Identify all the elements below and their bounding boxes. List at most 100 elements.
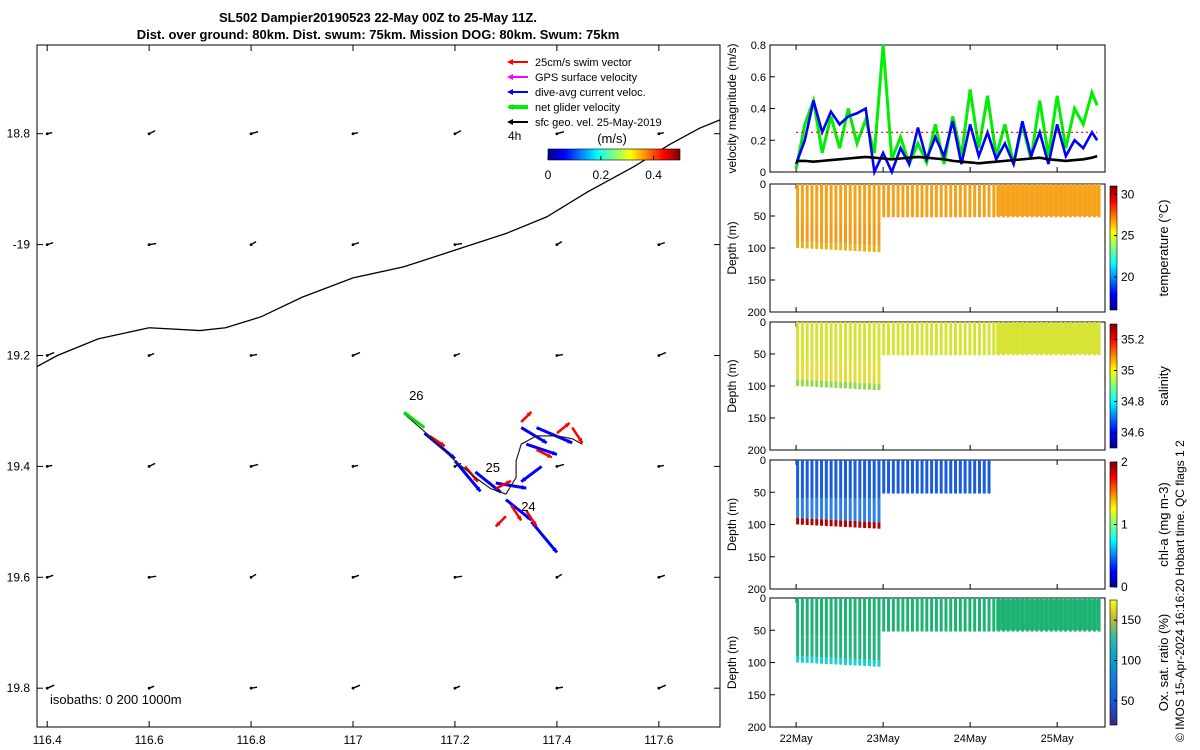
section-profile-cast — [843, 460, 847, 499]
section-profile-cast — [887, 598, 891, 632]
section-profile-cast — [877, 383, 881, 391]
section-profile-cast — [915, 184, 919, 218]
legend-label: sfc geo. vel. 25-May-2019 — [535, 117, 662, 129]
swim-vector-head — [439, 441, 445, 447]
section-profile-cast — [824, 657, 828, 664]
section-profile-cast — [839, 360, 843, 382]
section-profile-cast — [834, 598, 838, 637]
section-profile-cast — [824, 498, 828, 520]
panel-y-tick-label: 0.8 — [751, 40, 766, 52]
geo-velocity-point — [555, 132, 559, 136]
section-profile-cast — [815, 657, 819, 664]
section-colorbar-label: 50 — [1121, 694, 1135, 708]
geo-velocity-point — [249, 575, 253, 579]
section-profile-cast — [800, 598, 804, 637]
section-profile-cast — [810, 518, 814, 526]
section-profile-cast — [963, 322, 967, 356]
section-profile-cast — [867, 498, 871, 522]
geo-velocity-point — [147, 575, 151, 579]
panel-y-tick-label: 150 — [748, 413, 766, 425]
geo-velocity-point — [555, 686, 559, 690]
section-profile-cast — [915, 598, 919, 632]
section-profile-cast — [843, 520, 847, 527]
section-profile-cast — [992, 184, 996, 218]
section-profile-cast — [977, 460, 981, 494]
section-profile-cast — [815, 222, 819, 243]
geo-velocity-point — [147, 464, 151, 468]
section-profile-cast — [973, 322, 977, 356]
section-profile-cast — [796, 636, 800, 657]
section-profile-cast — [925, 460, 929, 494]
section-profile-cast — [848, 498, 852, 521]
geo-velocity-point — [351, 464, 355, 468]
section-profile-cast — [977, 184, 981, 218]
section-profile-cast — [829, 360, 833, 382]
section-colorbar-title: Ox. sat. ratio (%) — [1156, 614, 1171, 712]
section-profile-cast — [910, 460, 914, 494]
section-profile-cast — [944, 322, 948, 356]
geo-velocity-point — [45, 575, 49, 579]
section-profile-cast — [858, 222, 862, 245]
section-profile-cast — [834, 498, 838, 521]
panel-y-axis-label: velocity magnitude (m/s) — [725, 43, 739, 173]
section-profile-cast — [863, 598, 867, 637]
section-profile-cast — [872, 322, 876, 361]
section-profile-cast — [910, 184, 914, 218]
section-profile-cast — [853, 360, 857, 383]
section-profile-cast — [810, 360, 814, 381]
section-profile-cast — [867, 322, 871, 361]
section-profile-cast — [863, 636, 867, 660]
section-profile-cast — [877, 522, 881, 529]
section-profile-cast — [891, 184, 895, 218]
map-axes-frame — [36, 44, 721, 728]
map-y-tick-label: 18.8 — [7, 127, 31, 141]
section-profile-cast — [805, 518, 809, 525]
section-profile-cast — [796, 241, 800, 248]
section-profile-cast — [843, 598, 847, 637]
geo-velocity-point — [453, 354, 457, 357]
section-profile-cast — [834, 322, 838, 361]
section-profile-cast — [815, 322, 819, 361]
section-profile-cast — [805, 498, 809, 519]
section-colorbar-title: salinity — [1156, 366, 1171, 406]
section-colorbar-label: 2 — [1121, 455, 1128, 469]
section-profile-cast — [872, 660, 876, 667]
section-profile-cast — [867, 460, 871, 499]
section-profile-cast — [834, 658, 838, 665]
section-profile-cast — [891, 598, 895, 632]
section-profile-cast — [843, 658, 847, 665]
panel-y-tick-label: 100 — [748, 520, 766, 532]
geo-velocity-point — [351, 575, 355, 579]
section-profile-cast — [853, 322, 857, 361]
geo-velocity-point — [453, 464, 457, 468]
section-colorbar-label: 35.2 — [1121, 333, 1145, 347]
section-profile-cast — [982, 184, 986, 218]
section-profile-cast — [858, 598, 862, 637]
time-tick-label: 25May — [1041, 733, 1075, 745]
section-profile-cast — [810, 498, 814, 519]
section-profile-cast — [872, 360, 876, 384]
panel-y-tick-label: 0.4 — [751, 104, 766, 116]
section-profile-cast — [805, 360, 809, 381]
section-profile-cast — [829, 322, 833, 361]
section-colorbar — [1109, 599, 1118, 726]
section-profile-cast — [848, 244, 852, 251]
legend-swatch-head — [507, 74, 513, 80]
section-profile-cast — [858, 659, 862, 666]
geo-velocity-point — [45, 132, 49, 136]
section-profile-cast — [843, 636, 847, 659]
section-profile-cast — [968, 184, 972, 218]
figure-title-line1: SL502 Dampier20190523 22-May 00Z to 25-M… — [219, 10, 537, 25]
geo-velocity-point — [249, 132, 253, 136]
geo-velocity-point — [453, 575, 457, 579]
section-profile-cast — [839, 243, 843, 251]
map-y-tick-label: 19.2 — [7, 349, 31, 363]
section-profile-cast — [829, 636, 833, 658]
section-profile-cast — [867, 659, 871, 667]
section-profile-cast — [906, 322, 910, 356]
section-profile-cast — [815, 242, 819, 249]
section-profile-cast — [901, 460, 905, 494]
section-profile-cast — [882, 598, 886, 632]
velocity-series-line — [796, 154, 1098, 165]
section-profile-cast — [939, 598, 943, 632]
